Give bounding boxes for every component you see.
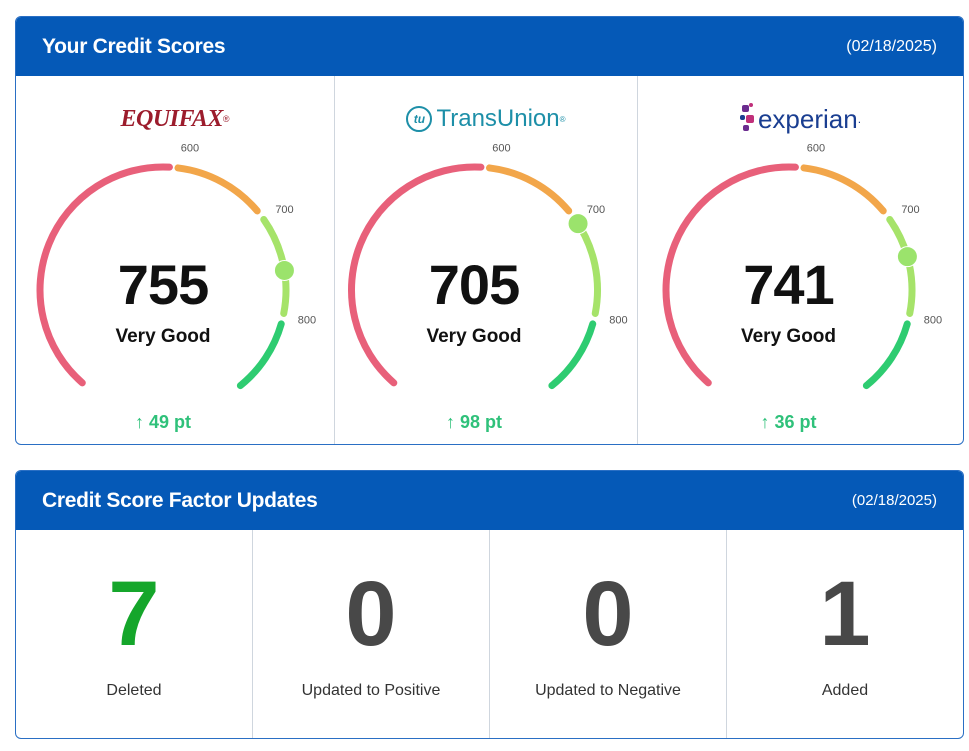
factor-updates-title: Credit Score Factor Updates xyxy=(42,488,318,512)
score-change-value: 98 pt xyxy=(460,412,503,432)
gauge-segment-poor xyxy=(662,163,799,387)
experian-logo-mark: . xyxy=(857,112,862,126)
credit-score-rating: Very Good xyxy=(740,326,837,347)
equifax-logo: EQUIFAX ® xyxy=(16,104,334,134)
gauge-score-marker xyxy=(567,213,589,235)
gauge-score-marker xyxy=(273,259,295,281)
arrow-up-icon: ↑ xyxy=(760,412,770,432)
factor-updates-header: Credit Score Factor Updates (02/18/2025) xyxy=(16,471,963,530)
credit-scores-date: (02/18/2025) xyxy=(846,37,937,55)
factor-updates-date: (02/18/2025) xyxy=(851,492,937,509)
experian-logo: experian. xyxy=(638,103,963,135)
score-change-value: 49 pt xyxy=(149,412,192,432)
score-change: ↑ 49 pt xyxy=(16,412,322,433)
factor-label: Updated to Positive xyxy=(301,682,441,699)
gauge-score-marker xyxy=(896,246,918,268)
credit-score-value: 705 xyxy=(428,253,520,316)
gauge-tick-label: 600 xyxy=(492,143,510,155)
credit-score-rating: Very Good xyxy=(426,326,522,347)
transunion-badge: tu xyxy=(406,106,433,132)
experian-logo-text: experian xyxy=(757,103,858,134)
credit-scores-title: Your Credit Scores xyxy=(42,34,226,58)
gauge-tick-label: 800 xyxy=(924,314,942,326)
gauge-segment-poor xyxy=(36,163,173,387)
arrow-up-icon: ↑ xyxy=(445,412,455,432)
gauge-segment-poor xyxy=(348,163,485,387)
score-gauge: 600 700 800 xyxy=(36,143,316,390)
gauge-segment-fair xyxy=(174,164,261,215)
equifax-logo-mark: ® xyxy=(222,114,230,124)
factor-count: 1 xyxy=(819,563,871,665)
factor-count: 0 xyxy=(345,563,397,665)
credit-scores-header: Your Credit Scores (02/18/2025) xyxy=(16,17,963,76)
credit-scores-card: Your Credit Scores (02/18/2025) 600 700 80… xyxy=(15,16,964,445)
factor-updated-positive[interactable]: 0 Updated to Positive xyxy=(252,530,489,738)
gauge-segment-fair xyxy=(485,164,573,215)
experian-dots-icon xyxy=(739,103,756,135)
credit-score-rating: Very Good xyxy=(115,326,211,347)
factor-row: 7 Deleted 0 Updated to Positive 0 Update… xyxy=(16,530,963,738)
bureau-transunion[interactable]: 600 700 800 tu TransUnion ® 705 Very Good ↑… xyxy=(334,76,637,444)
arrow-up-icon: ↑ xyxy=(134,412,144,432)
gauge-segment-excellent xyxy=(548,320,597,390)
gauge-tick-label: 700 xyxy=(901,204,919,216)
bureau-row: 600 700 800 EQUIFAX ® 755 Very Good ↑ 49 pt… xyxy=(16,76,963,444)
gauge-segment-excellent xyxy=(862,320,911,390)
transunion-logo-text: TransUnion xyxy=(436,105,560,132)
transunion-logo-mark: ® xyxy=(559,114,566,124)
factor-count: 0 xyxy=(582,563,634,665)
credit-score-value: 755 xyxy=(117,253,209,316)
bureau-experian[interactable]: 600 700 800 experian. 741 Very Good ↑ xyxy=(637,76,963,444)
gauge-tick-label: 800 xyxy=(298,314,316,326)
factor-updated-negative[interactable]: 0 Updated to Negative xyxy=(489,530,726,738)
score-gauge: 600 700 800 xyxy=(662,143,942,390)
credit-score-value: 741 xyxy=(743,253,834,316)
gauge-segment-excellent xyxy=(236,320,285,390)
equifax-logo-text: EQUIFAX xyxy=(120,105,224,132)
factor-label: Deleted xyxy=(106,682,162,699)
gauge-tick-label: 700 xyxy=(275,204,293,216)
gauge-segment-fair xyxy=(800,164,887,215)
transunion-logo: tu TransUnion ® xyxy=(335,104,637,134)
factor-updates-card: Credit Score Factor Updates (02/18/2025)… xyxy=(15,470,964,739)
factor-label: Updated to Negative xyxy=(535,682,681,699)
gauge-tick-label: 700 xyxy=(587,204,605,216)
bureau-equifax[interactable]: 600 700 800 EQUIFAX ® 755 Very Good ↑ 49 pt xyxy=(16,76,334,444)
score-gauge: 600 700 800 xyxy=(348,143,628,390)
score-change: ↑ 36 pt xyxy=(626,412,951,433)
score-change-value: 36 pt xyxy=(774,412,817,432)
factor-label: Added xyxy=(821,682,869,699)
factor-added[interactable]: 1 Added xyxy=(726,530,963,738)
factor-count: 7 xyxy=(108,563,160,665)
factor-deleted[interactable]: 7 Deleted xyxy=(16,530,252,738)
gauge-tick-label: 600 xyxy=(807,143,825,155)
gauge-tick-label: 600 xyxy=(181,143,199,155)
score-change: ↑ 98 pt xyxy=(323,412,625,433)
gauge-tick-label: 800 xyxy=(609,314,627,326)
